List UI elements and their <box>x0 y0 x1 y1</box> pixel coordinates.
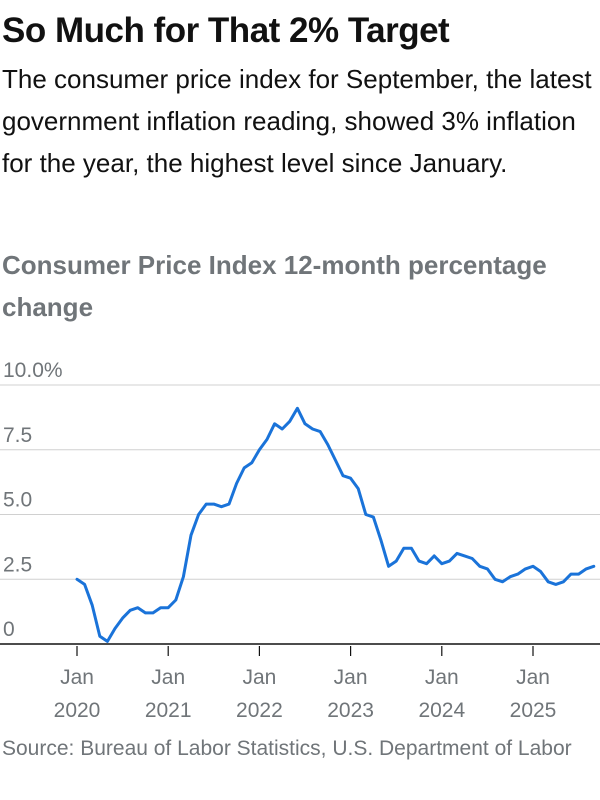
data-point <box>478 565 481 568</box>
data-point <box>311 427 314 431</box>
chart-title: Consumer Price Index 12-month percentage… <box>2 250 547 322</box>
data-point <box>531 565 535 568</box>
data-point <box>592 565 595 568</box>
data-point <box>471 557 474 560</box>
data-point <box>303 422 307 425</box>
data-point <box>417 559 421 563</box>
data-point <box>455 552 459 555</box>
data-point <box>440 562 443 565</box>
x-axis-ticks: Jan 2020 Jan 2021 Jan 2022 Jan 2023 Jan 2024 Jan 20… <box>54 646 557 722</box>
data-point <box>75 578 79 581</box>
data-point <box>509 575 512 578</box>
x-tick-year-label: 2025 <box>510 699 557 722</box>
y-tick-label: 5.0 <box>3 489 32 512</box>
data-point <box>501 580 504 583</box>
data-point <box>227 502 231 506</box>
data-point <box>144 611 147 615</box>
data-point <box>425 562 428 565</box>
source-note: Source: Bureau of Labor Statistics, U.S.… <box>2 737 572 760</box>
data-point <box>577 572 580 576</box>
x-tick-year-label: 2021 <box>145 699 192 722</box>
data-point <box>83 583 86 586</box>
data-point <box>448 559 451 563</box>
data-point <box>585 567 588 571</box>
data-point <box>220 505 223 508</box>
x-tick-month-label: Jan <box>425 666 459 689</box>
data-point <box>364 513 367 516</box>
data-point <box>296 407 299 410</box>
data-point <box>539 570 542 573</box>
x-tick-month-label: Jan <box>60 666 94 689</box>
data-point <box>349 477 352 480</box>
data-point <box>189 534 193 537</box>
x-tick-month-label: Jan <box>151 666 185 689</box>
data-point <box>395 559 398 563</box>
data-point <box>113 627 117 630</box>
data-point <box>410 547 413 550</box>
data-point <box>288 420 291 423</box>
data-point <box>273 422 276 425</box>
x-tick-year-label: 2020 <box>54 699 101 722</box>
data-point <box>167 606 170 609</box>
data-point <box>98 635 102 638</box>
data-point <box>250 461 253 464</box>
data-point <box>265 438 269 441</box>
data-point <box>569 572 573 576</box>
x-tick-month-label: Jan <box>242 666 276 689</box>
data-point <box>121 616 124 620</box>
data-point <box>547 580 550 583</box>
data-point <box>212 502 215 506</box>
dek-text: The consumer price index for September, … <box>2 64 592 178</box>
cpi-line-chart: 10.0%7.55.02.50 Jan2020Jan2021Jan2022Jan… <box>0 359 600 722</box>
x-tick-year-label: 2024 <box>418 699 465 722</box>
data-point <box>151 611 155 615</box>
data-point <box>463 554 466 558</box>
data-point <box>235 482 238 485</box>
y-axis-ticks: 10.0% 7.5 5.0 2.5 0 <box>3 359 63 641</box>
data-point <box>486 567 489 571</box>
gridlines <box>0 384 600 645</box>
series-layer <box>75 406 596 643</box>
data-point <box>516 572 519 576</box>
y-tick-label: 10.0% <box>3 359 63 382</box>
data-point <box>258 448 261 451</box>
data-point <box>106 640 109 643</box>
data-point <box>182 575 185 578</box>
data-point <box>433 554 436 558</box>
data-point <box>205 502 208 506</box>
data-point <box>387 565 390 568</box>
data-point <box>197 513 200 516</box>
y-tick-label: 2.5 <box>3 553 32 576</box>
data-point <box>554 583 557 586</box>
x-tick-month-label: Jan <box>334 666 368 689</box>
x-tick-year-label: 2022 <box>236 699 283 722</box>
data-point <box>243 466 246 470</box>
x-tick-year-label: 2023 <box>327 699 374 722</box>
data-point <box>159 606 162 609</box>
data-point <box>281 427 284 431</box>
x-tick-month-label: Jan <box>516 666 550 689</box>
data-point <box>379 539 383 542</box>
data-point <box>341 474 345 477</box>
data-point <box>357 487 360 490</box>
data-point <box>319 430 322 433</box>
data-point <box>129 609 132 612</box>
data-point <box>372 515 375 519</box>
y-tick-label: 0 <box>3 618 15 641</box>
data-point <box>326 443 329 446</box>
y-tick-label: 7.5 <box>3 424 32 447</box>
data-point <box>524 567 527 571</box>
data-point <box>136 606 139 609</box>
data-point <box>91 604 94 607</box>
data-point <box>562 580 565 583</box>
data-point <box>334 458 337 462</box>
data-point <box>493 578 497 581</box>
data-point <box>174 598 177 602</box>
cpi-series-line <box>75 406 596 643</box>
data-point <box>402 547 405 550</box>
headline: So Much for That 2% Target <box>2 11 450 50</box>
